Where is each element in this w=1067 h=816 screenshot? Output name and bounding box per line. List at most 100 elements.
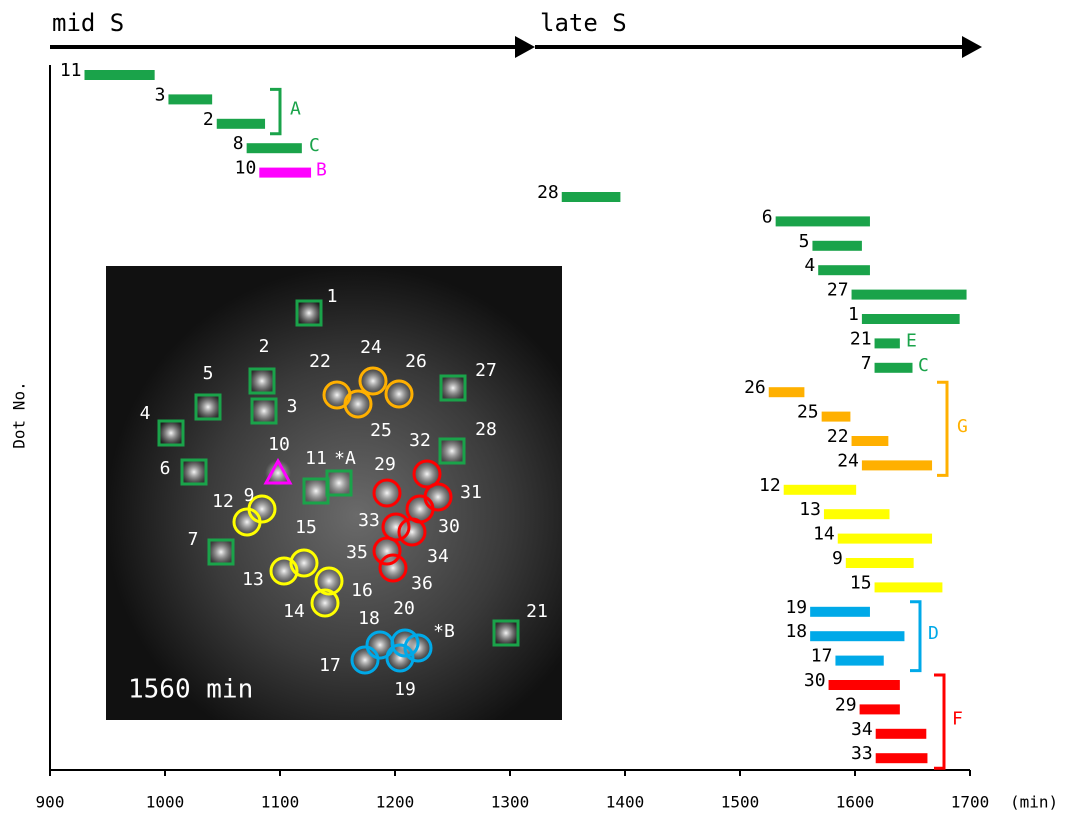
bar <box>776 216 870 226</box>
spot <box>181 459 207 485</box>
annotation-label: C <box>309 135 320 156</box>
spot <box>440 375 466 401</box>
bar-label: 29 <box>835 694 857 715</box>
marker-label: 4 <box>140 403 151 424</box>
annotation-label: G <box>957 416 968 437</box>
marker-label: 5 <box>203 363 214 384</box>
bar <box>852 290 967 300</box>
bar-label: 26 <box>744 377 766 398</box>
bar <box>852 436 889 446</box>
spot <box>303 478 329 504</box>
spot <box>326 470 352 496</box>
marker-label: 32 <box>409 430 431 451</box>
marker-label: 33 <box>358 510 380 531</box>
bracket <box>934 675 944 768</box>
annotation-label: D <box>928 623 939 644</box>
bar-label: 3 <box>155 84 166 105</box>
marker-label: *B <box>433 621 455 642</box>
annotation-label: F <box>952 709 963 730</box>
bar-label: 21 <box>850 328 872 349</box>
spot <box>195 394 221 420</box>
x-tick-label: 1600 <box>836 793 875 812</box>
spot <box>158 420 184 446</box>
marker-label: 6 <box>160 458 171 479</box>
bar-label: 1 <box>848 304 859 325</box>
bar <box>217 119 265 129</box>
annotation-label: B <box>316 160 327 181</box>
bar-label: 33 <box>851 743 873 764</box>
marker-label: 36 <box>411 573 433 594</box>
marker-label: 2 <box>259 336 270 357</box>
bar-label: 19 <box>785 597 807 618</box>
bar-label: 13 <box>799 499 821 520</box>
bar-label: 11 <box>60 60 82 81</box>
bar-label: 24 <box>837 450 859 471</box>
marker-label: 24 <box>360 337 382 358</box>
marker-label: 13 <box>242 569 264 590</box>
bar-label: 7 <box>861 353 872 374</box>
x-tick-label: 1500 <box>721 793 760 812</box>
bar <box>876 729 927 739</box>
bar <box>810 607 870 617</box>
bar <box>835 656 883 666</box>
bar <box>822 412 851 422</box>
x-tick-label: 900 <box>36 793 65 812</box>
bar-label: 25 <box>797 402 819 423</box>
bar <box>829 680 900 690</box>
x-tick-label: 1400 <box>606 793 645 812</box>
x-tick-label: 1300 <box>491 793 530 812</box>
spot <box>493 620 519 646</box>
spot <box>208 539 234 565</box>
bar <box>838 534 932 544</box>
spot <box>251 398 277 424</box>
bar <box>784 485 856 495</box>
x-tick-label: 1700 <box>951 793 990 812</box>
marker-label: 12 <box>212 491 234 512</box>
y-axis-label: Dot No. <box>10 381 29 448</box>
marker-label: 22 <box>309 351 331 372</box>
annotation-label: A <box>290 99 301 120</box>
spot <box>439 438 465 464</box>
bar-label: 28 <box>537 182 559 203</box>
inset-label: 1560 min <box>128 675 253 705</box>
marker-label: 19 <box>394 679 416 700</box>
marker-label: *A <box>334 448 356 469</box>
phase-arrows: mid S late S <box>50 9 982 58</box>
bar <box>168 94 212 104</box>
marker-label: 14 <box>283 601 305 622</box>
marker-label: 16 <box>351 580 373 601</box>
bar <box>85 70 155 80</box>
bar <box>818 265 870 275</box>
x-axis-label: (min) <box>1010 793 1058 812</box>
marker-label: 31 <box>460 482 482 503</box>
bar-label: 4 <box>804 255 815 276</box>
bracket <box>937 382 947 475</box>
marker-label: 3 <box>287 396 298 417</box>
bar <box>860 704 900 714</box>
bar-label: 8 <box>233 133 244 154</box>
bar-label: 9 <box>832 548 843 569</box>
bar <box>810 631 904 641</box>
bar <box>862 314 960 324</box>
bar <box>247 143 302 153</box>
bar <box>562 192 621 202</box>
x-tick-label: 1000 <box>146 793 185 812</box>
bar-label: 12 <box>759 475 781 496</box>
bar <box>875 582 943 592</box>
bar-label: 15 <box>850 572 872 593</box>
bar-label: 14 <box>813 524 835 545</box>
marker-label: 27 <box>475 360 497 381</box>
inset-image: 123456791011*A121314151617181920*B212224… <box>106 266 562 720</box>
marker-label: 15 <box>295 517 317 538</box>
bar-label: 2 <box>203 109 214 130</box>
marker-label: 28 <box>475 419 497 440</box>
annotation-label: C <box>918 355 929 376</box>
marker-label: 25 <box>370 420 392 441</box>
bar-label: 27 <box>827 280 849 301</box>
spot <box>296 300 322 326</box>
marker-label: 20 <box>393 598 415 619</box>
bar <box>824 509 890 519</box>
marker-label: 9 <box>244 485 255 506</box>
marker-label: 29 <box>374 454 396 475</box>
bar <box>875 338 900 348</box>
